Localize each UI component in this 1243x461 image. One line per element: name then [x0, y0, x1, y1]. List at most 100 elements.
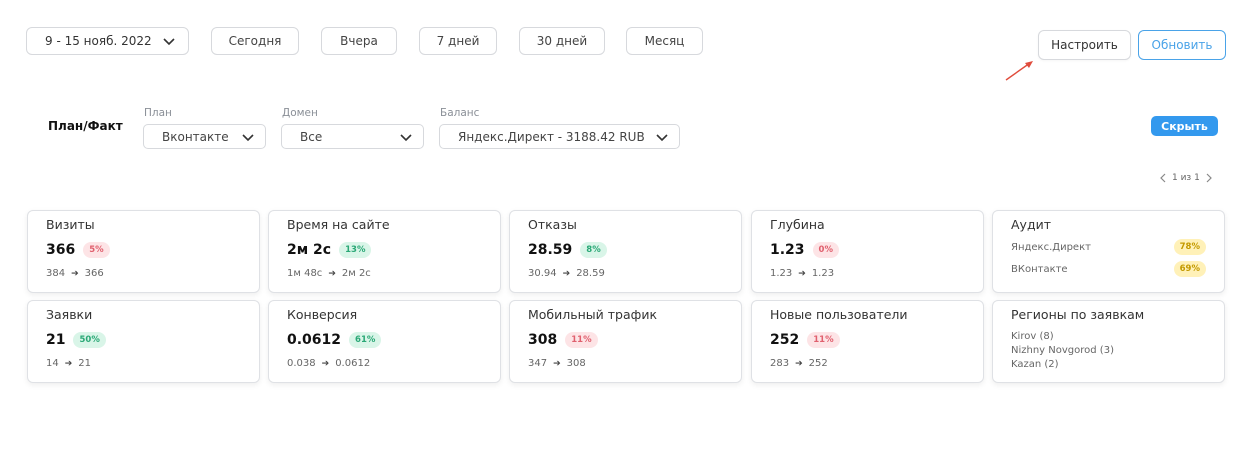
change-badge: 13% — [339, 242, 372, 258]
plan-select[interactable]: Вконтакте — [143, 124, 266, 149]
metric-to: 308 — [566, 358, 586, 369]
metric-value: 1.23 0% — [770, 242, 839, 258]
audit-title: Аудит — [1011, 217, 1051, 232]
metric-value: 2м 2с 13% — [287, 242, 372, 258]
metric-from: 30.94 — [528, 268, 557, 279]
metric-from: 1м 48с — [287, 268, 323, 279]
domain-select-value: Все — [300, 129, 323, 144]
audit-card: Аудит Яндекс.Директ 78% ВКонтакте 69% — [992, 210, 1225, 293]
period-7days-button[interactable]: 7 дней — [419, 27, 497, 55]
balance-select[interactable]: Яндекс.Директ - 3188.42 RUB — [439, 124, 680, 149]
plan-label: План — [144, 107, 172, 119]
metric-comparison: 0.038 ➔ 0.0612 — [287, 358, 370, 369]
metric-value-text: 0.0612 — [287, 332, 342, 348]
metric-to: 28.59 — [576, 268, 605, 279]
hide-button[interactable]: Скрыть — [1151, 116, 1218, 136]
metric-to: 0.0612 — [335, 358, 371, 369]
arrow-right-icon: ➔ — [321, 358, 330, 369]
domain-select[interactable]: Все — [281, 124, 424, 149]
metric-title: Заявки — [46, 307, 93, 322]
metric-card-time-on-site: Время на сайте 2м 2с 13% 1м 48с ➔ 2м 2с — [268, 210, 501, 293]
change-badge: 50% — [73, 332, 106, 348]
metric-to: 1.23 — [811, 268, 835, 279]
metric-title: Визиты — [46, 217, 95, 232]
metric-comparison: 1м 48с ➔ 2м 2с — [287, 268, 371, 279]
metric-to: 2м 2с — [341, 268, 371, 279]
audit-badge: 69% — [1173, 261, 1206, 277]
metric-from: 384 — [46, 268, 66, 279]
metric-from: 14 — [46, 358, 59, 369]
metric-value-text: 2м 2с — [287, 242, 332, 258]
region-item: Kazan (2) — [1011, 359, 1059, 370]
plan-select-value: Вконтакте — [162, 129, 229, 144]
metric-value: 308 11% — [528, 332, 598, 348]
metric-comparison: 347 ➔ 308 — [528, 358, 586, 369]
arrow-right-icon: ➔ — [71, 268, 79, 279]
metric-value: 0.0612 61% — [287, 332, 382, 348]
balance-select-value: Яндекс.Директ - 3188.42 RUB — [458, 129, 645, 144]
region-item: Kirov (8) — [1011, 331, 1054, 342]
metric-title: Время на сайте — [287, 217, 390, 232]
metric-to: 21 — [78, 358, 92, 369]
region-item: Nizhny Novgorod (3) — [1011, 345, 1114, 356]
audit-badge: 78% — [1173, 239, 1206, 255]
metric-title: Конверсия — [287, 307, 358, 322]
period-30days-button[interactable]: 30 дней — [519, 27, 605, 55]
period-today-button[interactable]: Сегодня — [211, 27, 299, 55]
metric-value: 21 50% — [46, 332, 106, 348]
metric-value-text: 366 — [46, 242, 76, 258]
metric-value: 366 5% — [46, 242, 110, 258]
change-badge: 61% — [349, 332, 382, 348]
metric-from: 347 — [528, 358, 548, 369]
metric-value-text: 1.23 — [770, 242, 805, 258]
metric-from: 0.038 — [287, 358, 316, 369]
chevron-down-icon — [400, 133, 412, 141]
change-badge: 11% — [807, 332, 840, 348]
period-month-button[interactable]: Месяц — [626, 27, 703, 55]
date-range-label: 9 - 15 нояб. 2022 — [45, 34, 152, 48]
metric-title: Отказы — [528, 217, 577, 232]
arrow-right-icon: ➔ — [795, 358, 803, 369]
change-badge: 0% — [812, 242, 839, 258]
arrow-right-icon: ➔ — [553, 358, 561, 369]
regions-card: Регионы по заявкам Kirov (8) Nizhny Novg… — [992, 300, 1225, 383]
metric-title: Мобильный трафик — [528, 307, 657, 322]
audit-row-name: Яндекс.Директ — [1011, 242, 1091, 253]
metric-card-depth: Глубина 1.23 0% 1.23 ➔ 1.23 — [751, 210, 984, 293]
metric-from: 283 — [770, 358, 790, 369]
arrow-right-icon: ➔ — [328, 268, 336, 279]
domain-label: Домен — [282, 107, 318, 119]
red-arrow-annotation — [1005, 61, 1033, 81]
metric-value: 28.59 8% — [528, 242, 607, 258]
chevron-left-icon[interactable] — [1160, 173, 1167, 183]
metric-comparison: 1.23 ➔ 1.23 — [770, 268, 834, 279]
refresh-button[interactable]: Обновить — [1138, 30, 1226, 60]
metric-to: 252 — [808, 358, 828, 369]
pagination: 1 из 1 — [1160, 173, 1212, 183]
metric-from: 1.23 — [770, 268, 793, 279]
chevron-right-icon[interactable] — [1205, 173, 1212, 183]
metric-value-text: 308 — [528, 332, 558, 348]
change-badge: 8% — [580, 242, 607, 258]
regions-title: Регионы по заявкам — [1011, 307, 1145, 322]
metric-value-text: 28.59 — [528, 242, 573, 258]
balance-label: Баланс — [440, 107, 480, 119]
metric-value: 252 11% — [770, 332, 840, 348]
period-yesterday-button[interactable]: Вчера — [321, 27, 397, 55]
chevron-down-icon — [656, 133, 668, 141]
metric-card-visits: Визиты 366 5% 384 ➔ 366 — [27, 210, 260, 293]
metric-card-mobile-traffic: Мобильный трафик 308 11% 347 ➔ 308 — [509, 300, 742, 383]
metric-comparison: 283 ➔ 252 — [770, 358, 828, 369]
metric-title: Новые пользователи — [770, 307, 908, 322]
arrow-right-icon: ➔ — [64, 358, 73, 369]
section-title: План/Факт — [48, 119, 123, 133]
metric-card-requests: Заявки 21 50% 14 ➔ 21 — [27, 300, 260, 383]
settings-button[interactable]: Настроить — [1038, 30, 1131, 60]
metric-card-new-users: Новые пользователи 252 11% 283 ➔ 252 — [751, 300, 984, 383]
metric-title: Глубина — [770, 217, 825, 232]
metric-value-text: 252 — [770, 332, 800, 348]
date-range-picker[interactable]: 9 - 15 нояб. 2022 — [26, 27, 189, 55]
metric-card-conversion: Конверсия 0.0612 61% 0.038 ➔ 0.0612 — [268, 300, 501, 383]
chevron-down-icon — [163, 38, 175, 46]
arrow-right-icon: ➔ — [562, 268, 571, 279]
